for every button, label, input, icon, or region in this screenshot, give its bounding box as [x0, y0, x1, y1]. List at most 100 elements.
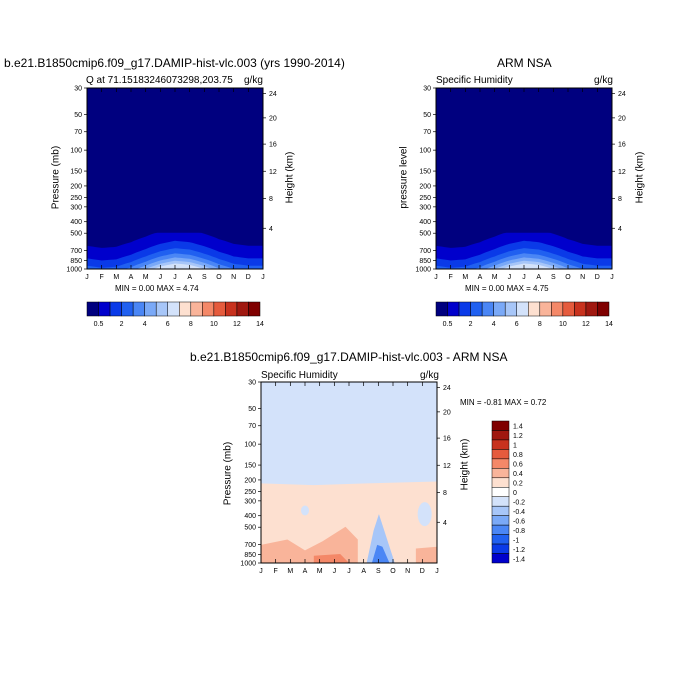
diff-colorbar-box — [491, 477, 510, 488]
diff-colorbar-tick-label: -1.2 — [513, 547, 525, 554]
diff-month-tick-label: A — [303, 568, 308, 575]
diff-unit-label: g/kg — [420, 370, 439, 381]
obs-pressure-tick-label: 100 — [419, 148, 431, 155]
obs-colorbar-box — [551, 301, 564, 317]
model-month-tick-label: J — [85, 274, 89, 281]
model-pressure-tick-label: 700 — [70, 248, 82, 255]
diff-month-tick-label: J — [347, 568, 351, 575]
diff-stats: MIN = -0.81 MAX = 0.72 — [460, 398, 547, 407]
model-humidity-field — [87, 88, 263, 269]
diff-pressure-tick-label: 700 — [244, 542, 256, 549]
diff-colorbar-box — [491, 543, 510, 554]
obs-month-tick-label: S — [551, 274, 556, 281]
model-pressure-tick-label: 70 — [74, 129, 82, 136]
diff-height-tick-label: 16 — [443, 436, 451, 443]
diff-colorbar-box — [491, 420, 510, 431]
diff-month-tick-label: F — [274, 568, 278, 575]
diff-variable-label: Specific Humidity — [261, 370, 338, 381]
obs-height-tick-label: 4 — [618, 226, 622, 233]
model-title: b.e21.B1850cmip6.f09_g17.DAMIP-hist-vlc.… — [4, 56, 345, 70]
obs-colorbar-tick-label: 4 — [492, 321, 496, 328]
diff-colorbar-tick-label: -0.2 — [513, 499, 525, 506]
obs-month-tick-label: J — [610, 274, 614, 281]
model-colorbar-tick-label: 0.5 — [94, 321, 104, 328]
model-colorbar-box — [98, 301, 111, 317]
diff-positive-region — [261, 481, 437, 563]
diff-colorbar-tick-label: 0.2 — [513, 481, 523, 488]
obs-pressure-tick-label: 30 — [423, 86, 431, 93]
diff-month-tick-label: S — [376, 568, 381, 575]
diff-colorbar-tick-label: 0 — [513, 490, 517, 497]
obs-month-tick-label: J — [434, 274, 438, 281]
diff-colorbar-tick-label: -1 — [513, 537, 519, 544]
model-colorbar-tick-label: 8 — [189, 321, 193, 328]
obs-pressure-tick-label: 150 — [419, 169, 431, 176]
model-pressure-tick-label: 250 — [70, 195, 82, 202]
model-month-tick-label: A — [187, 274, 192, 281]
obs-colorbar-box — [481, 301, 494, 317]
obs-title: ARM NSA — [497, 56, 552, 70]
obs-y2-axis-label: Height (km) — [634, 151, 646, 204]
model-colorbar-tick-label: 4 — [143, 321, 147, 328]
model-unit-label: g/kg — [244, 75, 263, 86]
model-month-tick-label: N — [231, 274, 236, 281]
model-colorbar-box — [236, 301, 249, 317]
obs-colorbar-tick-label: 6 — [515, 321, 519, 328]
diff-pressure-tick-label: 400 — [244, 513, 256, 520]
diff-colorbar-tick-label: 1 — [513, 443, 517, 450]
diff-negative-plume-core — [371, 544, 390, 563]
obs-colorbar-tick-label: 10 — [559, 321, 567, 328]
diff-colorbar-box — [491, 524, 510, 535]
model-pressure-tick-label: 150 — [70, 169, 82, 176]
obs-pressure-tick-label: 700 — [419, 248, 431, 255]
model-height-tick-label: 8 — [269, 196, 273, 203]
obs-height-tick-label: 24 — [618, 91, 626, 98]
model-y2-axis-label: Height (km) — [284, 151, 296, 204]
diff-positive-patch — [313, 553, 349, 563]
diff-negative-patch — [417, 502, 432, 527]
diff-negative-plume — [366, 514, 395, 563]
diff-pressure-tick-label: 500 — [244, 525, 256, 532]
diff-colorbar-box — [491, 449, 510, 460]
obs-month-tick-label: M — [492, 274, 498, 281]
obs-height-tick-label: 20 — [618, 115, 626, 122]
model-month-tick-label: J — [173, 274, 177, 281]
diff-pressure-tick-label: 30 — [248, 380, 256, 387]
obs-pressure-tick-label: 400 — [419, 219, 431, 226]
obs-month-tick-label: O — [565, 274, 571, 281]
diff-colorbar-box — [491, 515, 510, 526]
model-colorbar-box — [225, 301, 238, 317]
model-pressure-tick-label: 850 — [70, 258, 82, 265]
diff-pressure-tick-label: 1000 — [240, 561, 256, 568]
obs-colorbar-box — [516, 301, 529, 317]
obs-pressure-tick-label: 300 — [419, 204, 431, 211]
obs-colorbar-tick-label: 2 — [469, 321, 473, 328]
diff-positive-patch — [415, 546, 437, 563]
obs-colorbar-box — [435, 301, 448, 317]
diff-colorbar-tick-label: 1.2 — [513, 433, 523, 440]
model-pressure-tick-label: 50 — [74, 112, 82, 119]
diff-colorbar-box — [491, 496, 510, 507]
diff-pressure-tick-label: 200 — [244, 477, 256, 484]
obs-unit-label: g/kg — [594, 75, 613, 86]
model-month-tick-label: D — [246, 274, 251, 281]
diff-title: b.e21.B1850cmip6.f09_g17.DAMIP-hist-vlc.… — [190, 350, 508, 364]
diff-colorbar-box — [491, 439, 510, 450]
diff-month-tick-label: J — [259, 568, 263, 575]
obs-stats: MIN = 0.00 MAX = 4.75 — [465, 284, 549, 293]
diff-month-tick-label: J — [435, 568, 439, 575]
model-pressure-tick-label: 30 — [74, 86, 82, 93]
obs-colorbar-box — [458, 301, 471, 317]
obs-colorbar-tick-label: 12 — [582, 321, 590, 328]
model-height-tick-label: 4 — [269, 226, 273, 233]
diff-pressure-tick-label: 50 — [248, 406, 256, 413]
diff-colorbar-box — [491, 487, 510, 497]
obs-variable-label: Specific Humidity — [436, 75, 513, 86]
obs-pressure-tick-label: 50 — [423, 112, 431, 119]
model-pressure-tick-label: 500 — [70, 231, 82, 238]
diff-pressure-tick-label: 100 — [244, 442, 256, 449]
obs-pressure-tick-label: 70 — [423, 129, 431, 136]
diff-pressure-tick-label: 300 — [244, 498, 256, 505]
obs-height-tick-label: 12 — [618, 169, 626, 176]
